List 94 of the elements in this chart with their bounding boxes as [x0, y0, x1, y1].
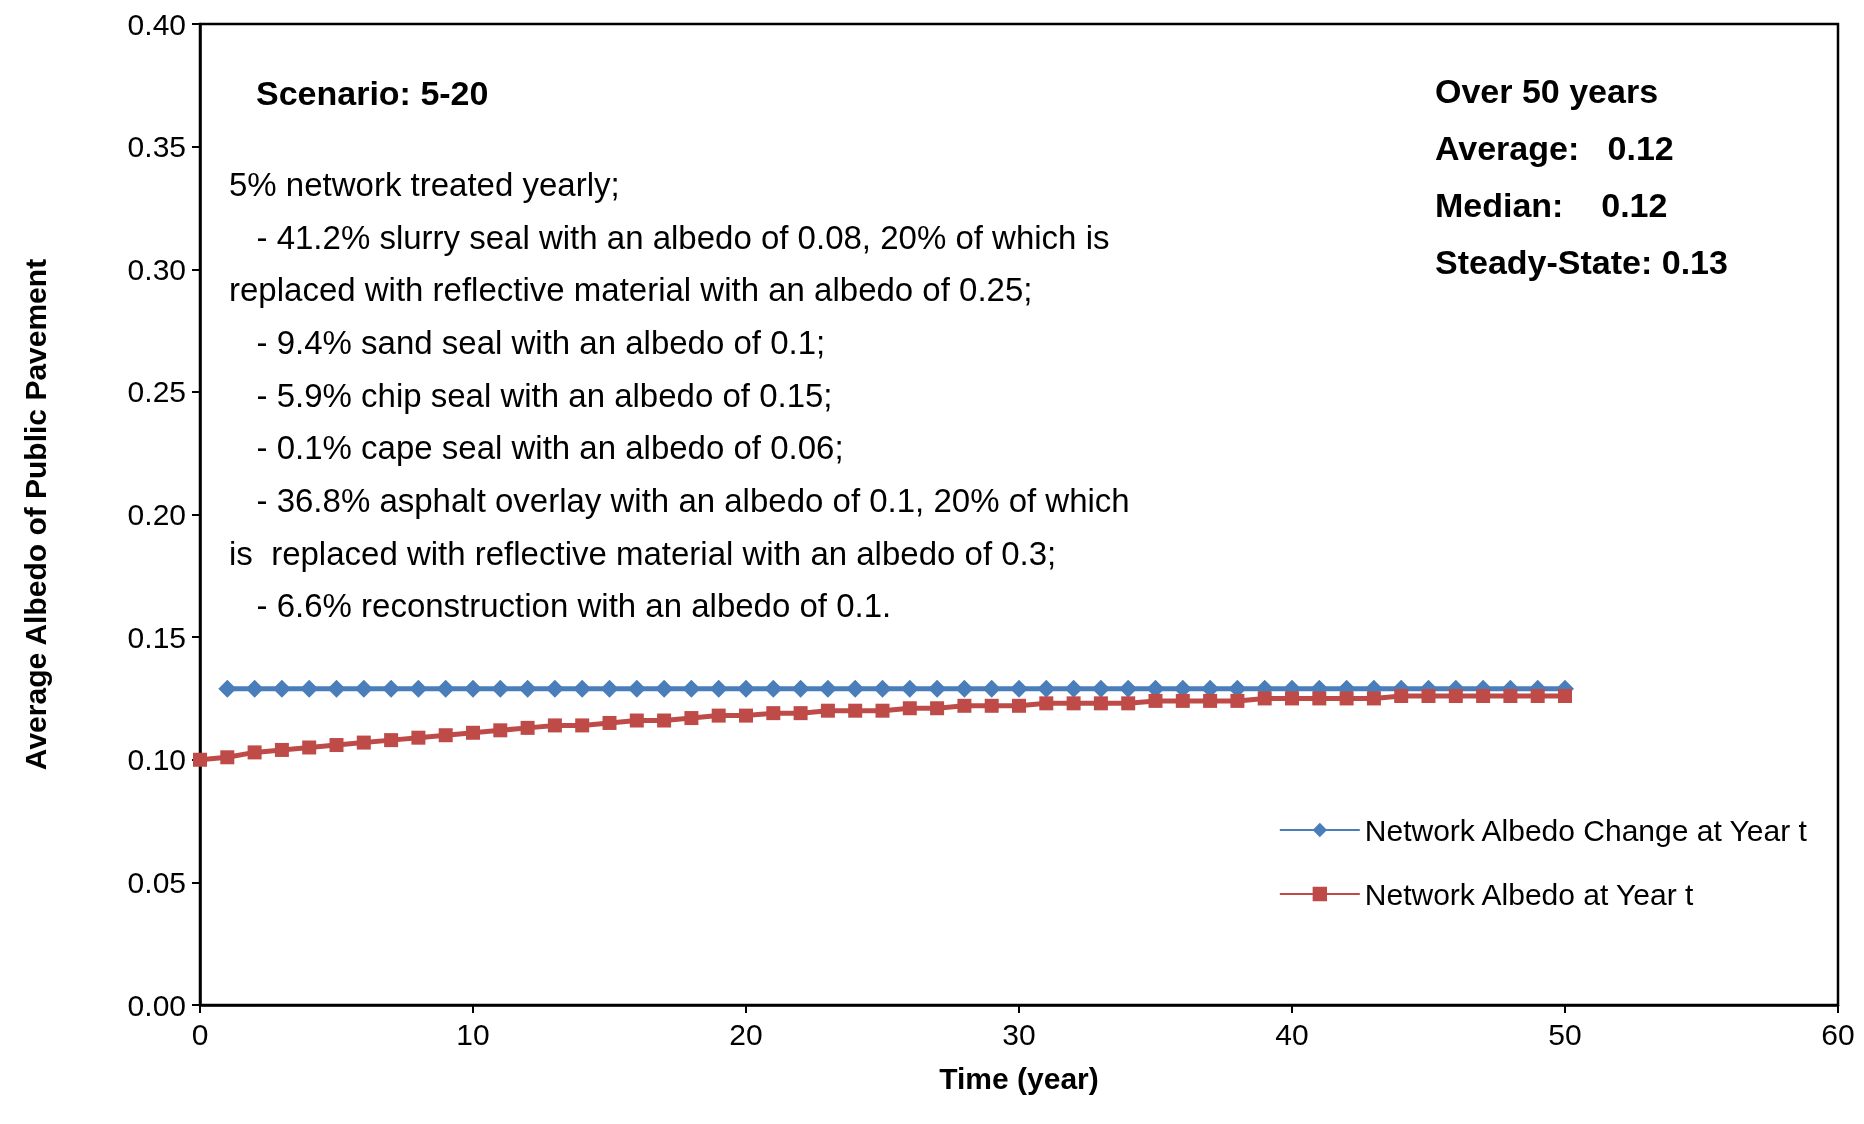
point	[220, 750, 235, 765]
point	[409, 679, 428, 698]
point	[518, 679, 537, 698]
x-tick-label: 30	[1002, 1017, 1036, 1051]
point	[709, 679, 728, 698]
point	[575, 718, 590, 733]
y-tick-label: 0.35	[127, 130, 186, 164]
point	[930, 701, 945, 716]
x-tick-label: 20	[729, 1017, 763, 1051]
y-tick-label: 0.10	[127, 743, 186, 777]
point	[1257, 691, 1272, 706]
point	[356, 735, 371, 750]
point	[411, 730, 426, 745]
point	[957, 698, 972, 713]
point	[848, 703, 863, 718]
legend-label: Network Albedo at Year t	[1364, 877, 1695, 911]
point	[955, 679, 974, 698]
point	[464, 679, 482, 698]
point	[1037, 679, 1056, 698]
point	[247, 745, 262, 760]
point	[384, 733, 399, 748]
point	[329, 738, 344, 753]
point	[193, 752, 207, 767]
point	[1012, 698, 1026, 713]
point	[764, 679, 783, 698]
point	[902, 701, 917, 716]
point	[875, 703, 890, 718]
point	[1339, 691, 1354, 706]
point	[791, 679, 810, 698]
point	[1448, 688, 1463, 703]
x-tick-label: 50	[1548, 1017, 1582, 1051]
y-axis-title: Average Albedo of Public Pavement	[18, 258, 52, 771]
point	[1093, 696, 1108, 711]
point	[600, 679, 619, 698]
point	[1312, 691, 1327, 706]
point	[602, 715, 617, 730]
annotation: Over 50 years Average: 0.12 Median: 0.12 Steady-State: 0.13	[1435, 71, 1728, 281]
point	[711, 708, 726, 723]
point	[1175, 693, 1190, 708]
annotation: Scenario: 5-20	[256, 74, 489, 112]
point	[327, 679, 346, 698]
point	[1064, 679, 1083, 698]
x-tick-label: 60	[1821, 1017, 1855, 1051]
point	[1230, 693, 1245, 708]
point	[682, 679, 701, 698]
point	[1476, 688, 1491, 703]
point	[466, 725, 480, 740]
y-tick-label: 0.30	[127, 252, 186, 286]
point	[493, 723, 508, 738]
point	[1066, 696, 1081, 711]
point	[873, 679, 892, 698]
point	[491, 679, 510, 698]
x-tick-label: 0	[191, 1017, 209, 1051]
point	[1285, 691, 1299, 706]
y-tick-label: 0.20	[127, 498, 186, 531]
point	[793, 706, 808, 721]
point	[1394, 688, 1409, 703]
point	[547, 718, 562, 733]
point	[984, 698, 999, 713]
point	[657, 713, 672, 728]
point	[1010, 679, 1028, 698]
text: 5% network treated yearly; - 41.2% slurry seal with an albedo of 0.08, 20% of which is replaced with reflective material with an albedo of 0.25; - 9.4% sand seal with an albedo of 0.1; - 5.9% chip seal with an albedo of 0.15; - 0.1% cape seal with an albedo of 0.06; - 36.8% asphalt overlay with an albedo of 0.1, 20% of which is replaced with reflective material with an albedo of 0.3; - 6.6% reconstruction with an albedo of 0.1.	[229, 165, 1130, 625]
point	[1039, 696, 1054, 711]
x-tick-label: 10	[456, 1017, 490, 1051]
point	[684, 711, 699, 726]
point	[737, 679, 755, 698]
point	[1366, 691, 1381, 706]
y-tick-label: 0.40	[127, 7, 186, 41]
point	[520, 720, 535, 735]
point	[1148, 693, 1163, 708]
point	[436, 679, 455, 698]
point	[1503, 688, 1518, 703]
point	[766, 706, 781, 721]
point	[245, 679, 264, 698]
point	[1530, 688, 1545, 703]
point	[982, 679, 1001, 698]
point	[438, 728, 453, 743]
point	[274, 742, 289, 757]
point	[302, 740, 317, 755]
point	[629, 713, 644, 728]
point	[218, 679, 237, 698]
point	[1421, 688, 1436, 703]
point	[1121, 696, 1136, 711]
y-tick-label: 0.15	[127, 620, 186, 654]
point	[1203, 693, 1218, 708]
point	[820, 703, 835, 718]
x-axis-title: Time (year)	[939, 1061, 1099, 1095]
point	[739, 708, 753, 723]
y-tick-label: 0.25	[127, 375, 186, 409]
point	[1558, 688, 1572, 703]
legend-label: Network Albedo Change at Year t	[1364, 813, 1808, 847]
y-tick-label: 0.05	[127, 865, 186, 899]
y-tick-label: 0.00	[127, 988, 186, 1022]
x-tick-label: 40	[1275, 1017, 1309, 1051]
